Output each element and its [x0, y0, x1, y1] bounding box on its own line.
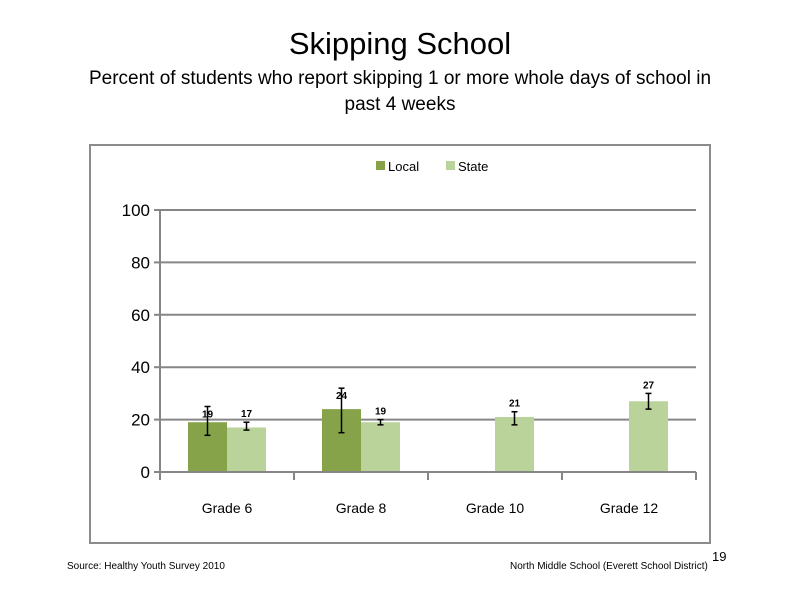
- bar: [629, 401, 668, 472]
- school-name: North Middle School (Everett School Dist…: [510, 561, 708, 572]
- y-tick-label: 0: [141, 463, 150, 482]
- bar: [495, 416, 534, 472]
- chart-frame: [89, 144, 711, 544]
- y-tick-label: 40: [131, 358, 150, 377]
- legend-label: State: [458, 159, 488, 174]
- x-tick-label: Grade 12: [600, 500, 659, 516]
- legend-label: Local: [388, 159, 419, 174]
- slide-number: 19: [712, 549, 727, 564]
- bar: [361, 422, 400, 472]
- chart-subtitle: Percent of students who report skipping …: [88, 68, 712, 115]
- chart-title: Skipping School: [288, 26, 512, 61]
- legend-swatch: [376, 161, 385, 170]
- source-note: Source: Healthy Youth Survey 2010: [67, 561, 225, 572]
- y-tick-label: 80: [131, 253, 150, 272]
- data-label: 19: [202, 410, 214, 421]
- data-label: 21: [509, 399, 521, 410]
- data-label: 27: [643, 380, 655, 391]
- x-tick-label: Grade 8: [336, 500, 387, 516]
- x-tick-label: Grade 10: [466, 500, 525, 516]
- x-tick-label: Grade 6: [202, 500, 253, 516]
- data-label: 17: [241, 409, 253, 420]
- y-tick-label: 20: [131, 411, 150, 430]
- data-label: 24: [336, 391, 348, 402]
- bar: [227, 427, 266, 472]
- legend-swatch: [446, 161, 455, 170]
- y-tick-label: 60: [131, 306, 150, 325]
- y-tick-label: 100: [122, 201, 150, 220]
- data-label: 19: [375, 407, 387, 418]
